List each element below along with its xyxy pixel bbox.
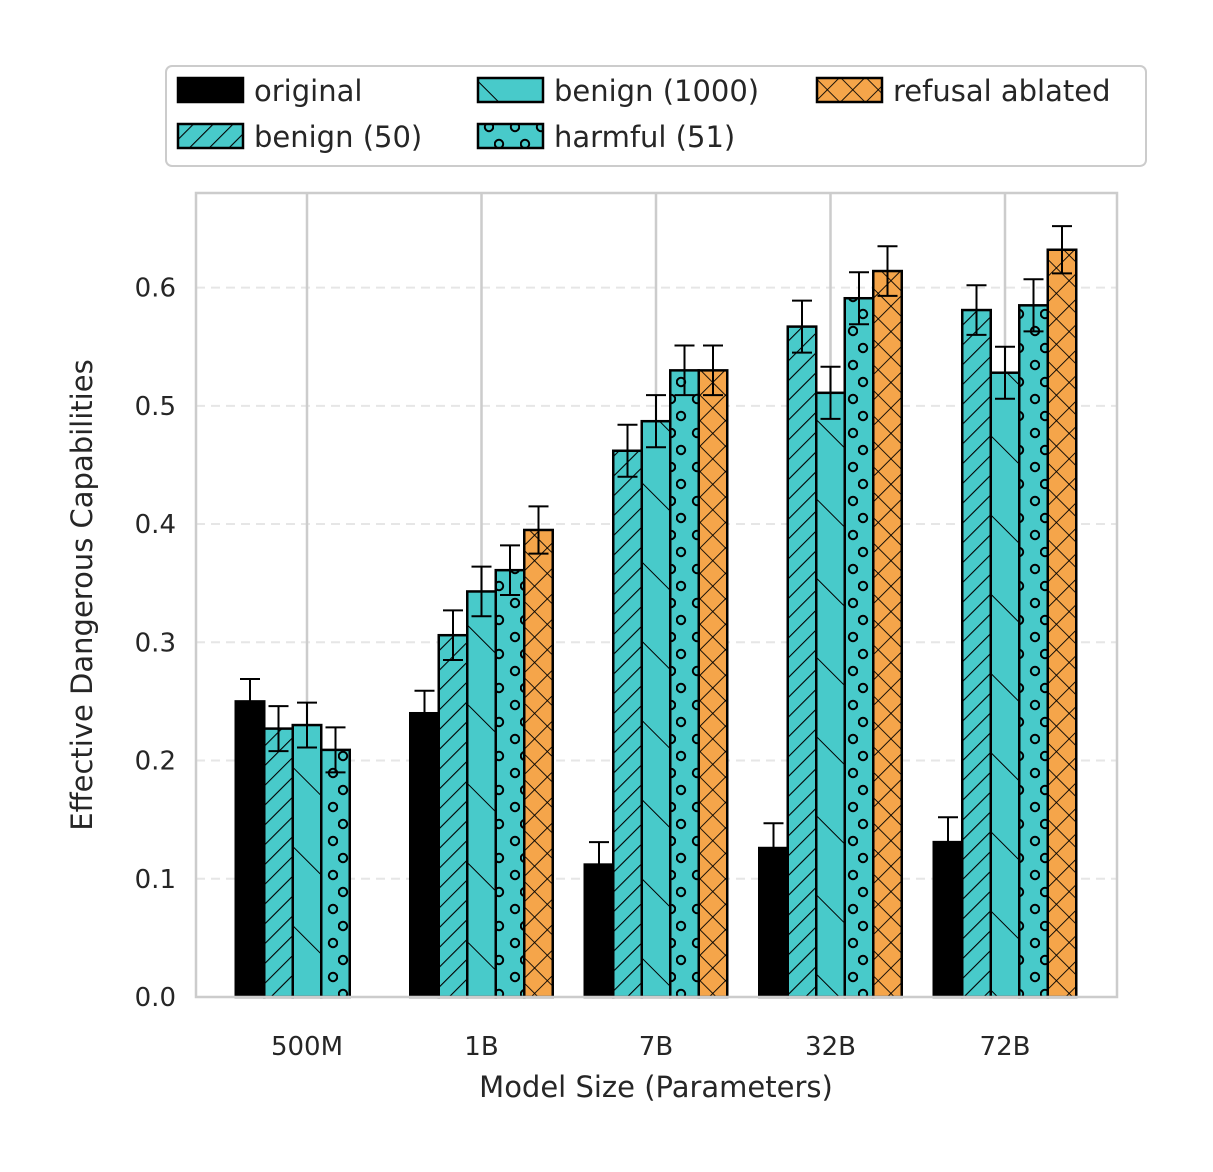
legend-label: refusal ablated <box>893 74 1111 108</box>
bar <box>961 308 992 999</box>
x-tick-label: 32B <box>805 1032 856 1062</box>
bar <box>523 528 554 999</box>
legend-label: benign (1000) <box>554 74 759 108</box>
x-axis-label: Model Size (Parameters) <box>479 1070 833 1104</box>
legend-swatch <box>176 76 245 104</box>
bar <box>263 727 294 999</box>
bar <box>1018 304 1049 999</box>
x-tick-label: 7B <box>639 1032 673 1062</box>
bar <box>843 296 875 999</box>
bar <box>437 633 469 999</box>
bars <box>234 248 1078 999</box>
x-tick-labels: 500M 1B 7B 32B 72B <box>271 1032 1030 1062</box>
legend-item: harmful (51) <box>476 120 735 154</box>
legend-item: benign (1000) <box>476 74 759 108</box>
legend-label: original <box>254 74 362 108</box>
y-tick-label: 0.3 <box>135 628 176 658</box>
bar <box>320 748 351 999</box>
x-tick-label: 72B <box>980 1032 1031 1062</box>
bar <box>612 449 643 999</box>
y-tick-label: 0.6 <box>135 274 176 304</box>
y-tick-label: 0.5 <box>135 392 176 422</box>
bar <box>494 568 526 999</box>
bar <box>1046 248 1078 999</box>
legend-swatch <box>476 76 545 104</box>
y-tick-label: 0.4 <box>135 510 176 540</box>
plot-frame <box>194 191 1119 999</box>
legend-swatch <box>815 76 884 104</box>
x-tick-label: 1B <box>464 1032 498 1062</box>
legend-item: benign (50) <box>176 120 422 154</box>
y-tick-label: 0.2 <box>135 747 176 777</box>
bar <box>872 269 903 999</box>
y-tick-label: 0.0 <box>135 983 176 1013</box>
legend-swatch <box>476 122 545 150</box>
error-bars <box>240 225 1072 889</box>
legend-label: harmful (51) <box>554 120 735 154</box>
x-tick-label: 500M <box>271 1032 343 1062</box>
legend-item: refusal ablated <box>815 74 1111 108</box>
bar <box>466 590 497 999</box>
legend-label: benign (50) <box>254 120 422 154</box>
bar <box>815 391 846 999</box>
bar <box>697 369 729 999</box>
legend-frame <box>165 65 1147 167</box>
y-tick-labels: 0.0 0.1 0.2 0.3 0.4 0.5 0.6 <box>135 274 176 1013</box>
legend: original benign (50) benign (1000) harmful … <box>165 65 1147 167</box>
legend-item: original <box>176 74 362 108</box>
y-axis-label: Effective Dangerous Capabilities <box>65 359 99 830</box>
bar <box>786 325 818 999</box>
bar <box>669 369 700 999</box>
bar <box>409 711 440 999</box>
bar <box>989 371 1021 999</box>
bar <box>234 700 266 999</box>
bar <box>291 723 323 999</box>
y-tick-label: 0.1 <box>135 865 176 895</box>
legend-swatch <box>176 122 245 150</box>
bar <box>640 419 672 999</box>
